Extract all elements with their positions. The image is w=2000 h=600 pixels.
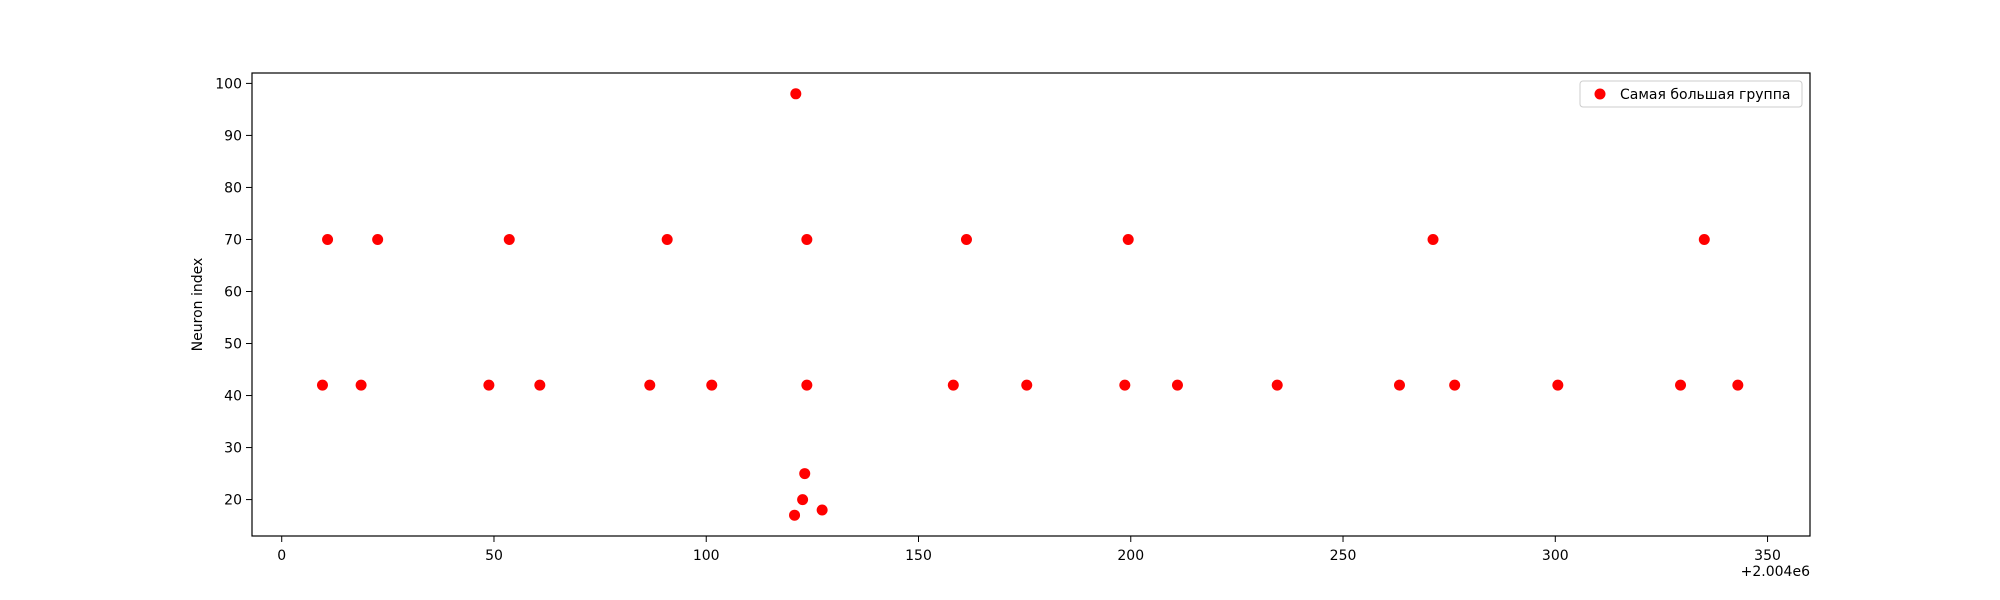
data-point bbox=[1119, 379, 1131, 391]
x-tick-label: 350 bbox=[1754, 548, 1781, 564]
data-point bbox=[801, 379, 813, 391]
y-tick-label: 60 bbox=[224, 284, 242, 300]
y-tick-label: 80 bbox=[224, 180, 242, 196]
legend-box bbox=[1579, 80, 1803, 108]
x-tick-label: 250 bbox=[1330, 548, 1357, 564]
y-tick-label: 30 bbox=[224, 441, 242, 457]
data-point bbox=[661, 233, 673, 245]
legend-marker bbox=[1594, 88, 1606, 100]
y-axis: 20 30 40 50 60 70 80 90 100 bbox=[215, 76, 252, 509]
data-point bbox=[1732, 379, 1744, 391]
data-point bbox=[316, 379, 328, 391]
data-point bbox=[1271, 379, 1283, 391]
data-point bbox=[1698, 233, 1710, 245]
data-point bbox=[1449, 379, 1461, 391]
x-axis-offset-label: +2.004e6 bbox=[1741, 564, 1810, 580]
data-point bbox=[789, 509, 801, 521]
data-point bbox=[534, 379, 546, 391]
data-point bbox=[1021, 379, 1033, 391]
data-point bbox=[1171, 379, 1183, 391]
data-point bbox=[322, 233, 334, 245]
data-point bbox=[947, 379, 959, 391]
x-tick-label: 0 bbox=[277, 548, 286, 564]
x-tick-label: 150 bbox=[905, 548, 932, 564]
data-point bbox=[1427, 233, 1439, 245]
data-point bbox=[1552, 379, 1564, 391]
data-point bbox=[503, 233, 515, 245]
y-tick-label: 50 bbox=[224, 337, 242, 353]
data-point bbox=[1122, 233, 1134, 245]
data-point bbox=[644, 379, 656, 391]
plot-area bbox=[316, 88, 1744, 521]
data-point bbox=[372, 233, 384, 245]
y-tick-label: 100 bbox=[215, 76, 242, 92]
x-axis: 0 50 100 150 200 250 300 350 bbox=[277, 536, 1781, 564]
data-point bbox=[790, 88, 802, 100]
x-tick-label: 200 bbox=[1117, 548, 1144, 564]
y-tick-label: 20 bbox=[224, 493, 242, 509]
y-axis-label: Neuron index bbox=[190, 258, 206, 352]
axes-frame bbox=[251, 72, 1811, 537]
x-tick-label: 50 bbox=[485, 548, 503, 564]
data-point bbox=[799, 468, 811, 480]
legend-entry: Самая большая группа bbox=[1620, 87, 1790, 103]
y-tick-label: 90 bbox=[224, 128, 242, 144]
data-point bbox=[960, 233, 972, 245]
data-point bbox=[801, 233, 813, 245]
data-point bbox=[483, 379, 495, 391]
data-point bbox=[816, 504, 828, 516]
y-tick-label: 70 bbox=[224, 232, 242, 248]
data-point bbox=[797, 494, 809, 506]
y-tick-label: 40 bbox=[224, 389, 242, 405]
data-point bbox=[355, 379, 367, 391]
legend: Самая большая группа bbox=[1579, 80, 1803, 108]
x-tick-label: 100 bbox=[693, 548, 720, 564]
data-point bbox=[1675, 379, 1687, 391]
data-point bbox=[1393, 379, 1405, 391]
x-tick-label: 300 bbox=[1542, 548, 1569, 564]
data-point bbox=[706, 379, 718, 391]
